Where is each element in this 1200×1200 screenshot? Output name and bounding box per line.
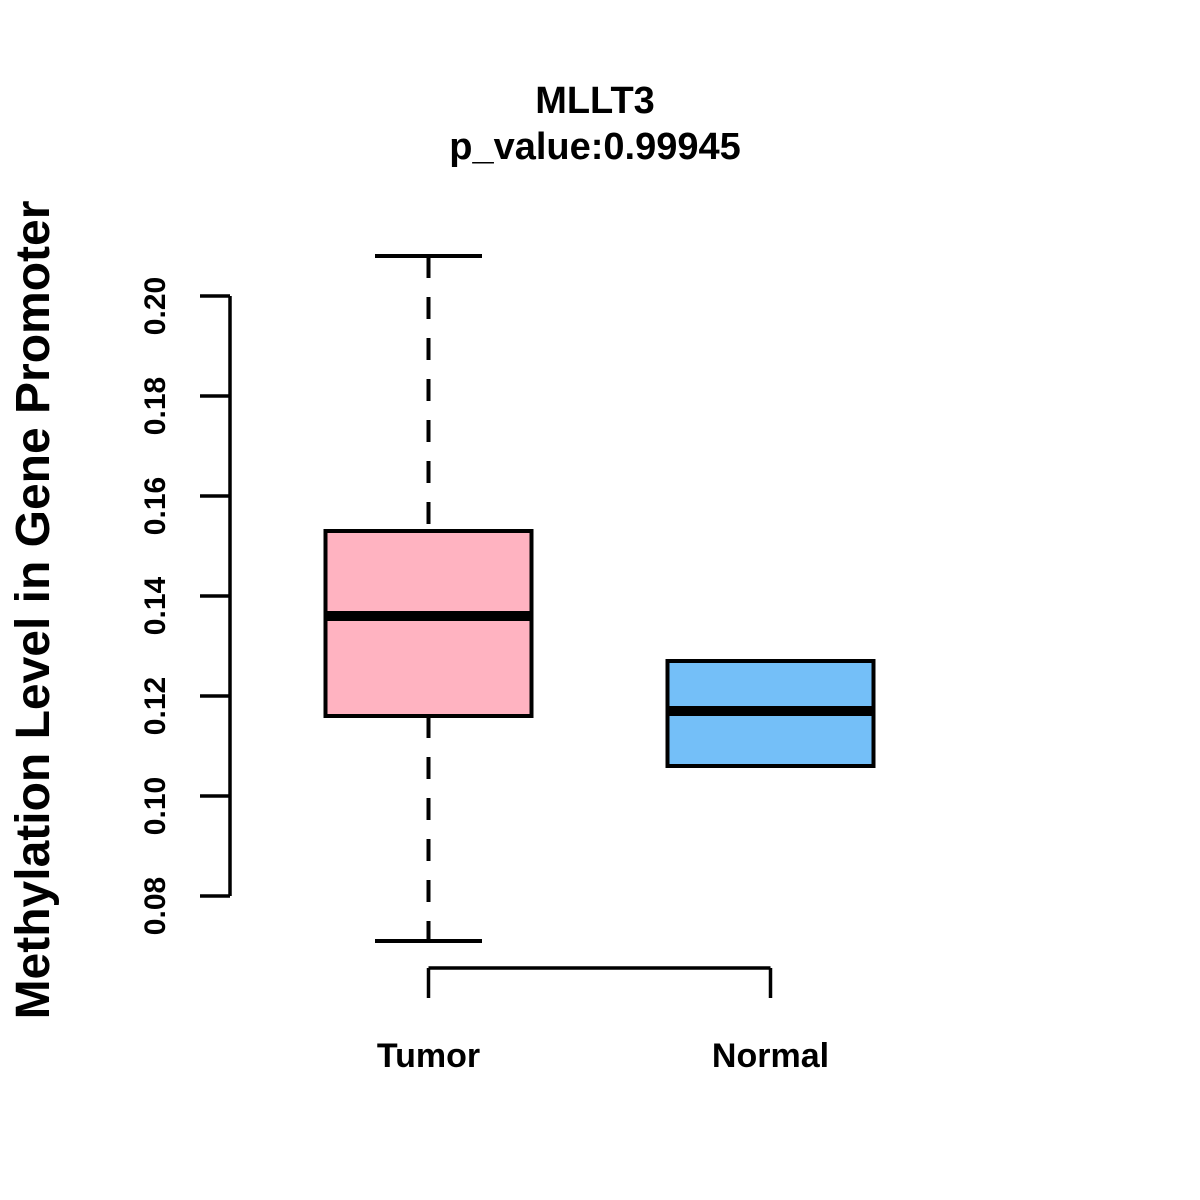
y-tick-label: 0.10 [139,777,172,835]
chart-title: MLLT3 [535,80,655,122]
y-tick-label: 0.16 [139,477,172,535]
y-tick-label: 0.20 [139,277,172,335]
y-tick-label: 0.18 [139,377,172,435]
x-tick-label-normal: Normal [711,1037,830,1075]
y-tick-label: 0.12 [139,677,172,735]
box-tumor [323,529,534,718]
chart-subtitle-pvalue: p_value:0.99945 [449,126,741,168]
title-block: MLLT3 p_value:0.99945 [230,78,960,170]
x-tick-label-tumor: Tumor [376,1037,481,1075]
y-tick-label: 0.14 [139,576,172,635]
y-tick-label: 0.08 [139,877,172,935]
